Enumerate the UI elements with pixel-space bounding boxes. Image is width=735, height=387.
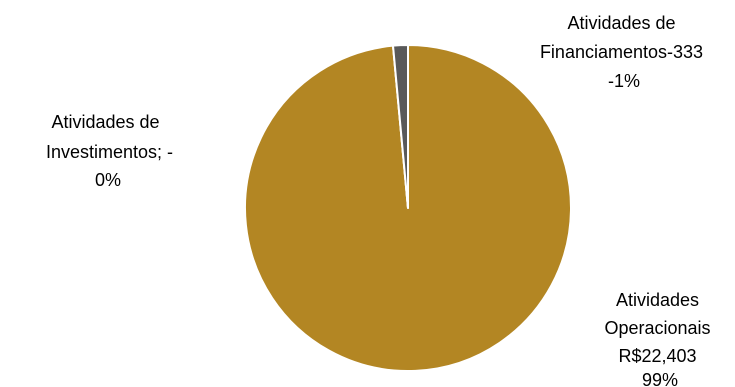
label-operacionais-line2: Operacionais: [604, 318, 710, 338]
slice-financiamentos: [392, 44, 409, 209]
label-financiamentos-line1: Atividades de: [567, 13, 675, 33]
label-operacionais-line4: 99%: [642, 370, 678, 387]
label-investimentos-line1: Atividades de: [51, 112, 159, 132]
label-investimentos-line3: 0%: [95, 170, 121, 190]
label-financiamentos-line3: -1%: [608, 71, 640, 91]
label-operacionais-line3: R$22,403: [618, 346, 696, 366]
label-investimentos-line2: Investimentos; -: [46, 142, 173, 162]
label-financiamentos-line2: Financiamentos-333: [540, 42, 703, 62]
label-operacionais: Atividades Operacionais R$22,403 99%: [604, 290, 715, 387]
pie-slices: [244, 44, 572, 372]
label-investimentos: Atividades de Investimentos; - 0%: [46, 112, 178, 190]
label-operacionais-line1: Atividades: [616, 290, 699, 310]
label-financiamentos: Atividades de Financiamentos-333 -1%: [540, 13, 708, 91]
